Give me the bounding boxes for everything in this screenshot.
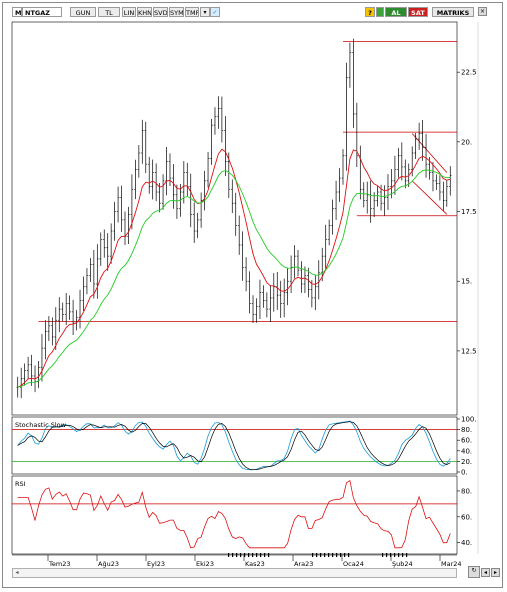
scroll-left-icon[interactable]: ◂ xyxy=(15,569,19,576)
rsi-axis-label: 40. xyxy=(461,539,472,547)
price-axis-label: 17.5 xyxy=(461,208,477,216)
horizontal-scrollbar[interactable]: ◂ xyxy=(12,568,457,578)
price-axis-label: 20. xyxy=(461,138,472,146)
stochastic-axis-label: 0. xyxy=(461,469,468,477)
scroll-prev-icon[interactable]: ◂ xyxy=(481,568,490,577)
rsi-line xyxy=(17,479,451,549)
stochastic-panel[interactable] xyxy=(11,416,458,475)
symbol-field[interactable]: NTGAZ xyxy=(22,7,62,17)
time-axis-label: Tem23 xyxy=(48,560,70,568)
time-axis-label: Oca24 xyxy=(343,560,364,568)
brand-logo: MATRIKS xyxy=(432,7,474,17)
moving-average-red xyxy=(17,148,451,388)
time-axis-label: Mar24 xyxy=(441,560,462,568)
rsi-axis-label: 60. xyxy=(461,513,472,521)
chart-toolbar: M NTGAZ GUN TL LIN KHN SVD SYM TMP ▾ ✓ ?… xyxy=(12,7,482,18)
khn-button[interactable]: KHN xyxy=(137,7,152,17)
price-axis-label: 22.5 xyxy=(461,69,477,77)
time-axis-label: Şub24 xyxy=(392,560,413,568)
lin-button[interactable]: LIN xyxy=(122,7,136,17)
time-axis-label: Kas23 xyxy=(245,560,265,568)
moving-average-green xyxy=(17,169,451,388)
green-indicator-icon xyxy=(376,7,384,17)
time-axis-label: Eki23 xyxy=(196,560,214,568)
dropdown-icon[interactable]: ▾ xyxy=(200,7,210,17)
tmp-button[interactable]: TMP xyxy=(185,7,199,17)
sell-button[interactable]: SAT xyxy=(408,7,428,17)
rsi-axis-label: 80. xyxy=(461,487,472,495)
buy-button[interactable]: AL xyxy=(385,7,407,17)
help-button[interactable]: ? xyxy=(365,7,375,17)
stochastic-axis-label: 100. xyxy=(461,416,477,424)
trend-line xyxy=(411,133,448,173)
time-axis-label: Ağu23 xyxy=(98,560,119,568)
sym-button[interactable]: SYM xyxy=(169,7,184,17)
scroll-next-icon[interactable]: ▸ xyxy=(491,568,500,577)
currency-button[interactable]: TL xyxy=(98,7,120,17)
stochastic-axis-label: 80. xyxy=(461,426,472,434)
stochastic-k-line xyxy=(17,420,451,471)
stochastic-d-line xyxy=(17,421,451,471)
price-axis-label: 15. xyxy=(461,278,472,286)
time-axis-label: Eyl23 xyxy=(147,560,165,568)
stochastic-title: Stochastic Slow xyxy=(15,421,67,429)
price-panel[interactable] xyxy=(11,21,458,416)
price-axis-label: 12.5 xyxy=(461,347,477,355)
svd-button[interactable]: SVD xyxy=(153,7,168,17)
close-icon[interactable]: × xyxy=(478,7,487,16)
stochastic-axis-label: 40. xyxy=(461,447,472,455)
stochastic-axis-label: 20. xyxy=(461,458,472,466)
refresh-icon[interactable]: ↻ xyxy=(468,566,480,578)
time-axis-label: Ara23 xyxy=(294,560,313,568)
bird-icon[interactable]: ✓ xyxy=(210,7,220,17)
trend-line xyxy=(411,180,448,215)
rsi-title: RSI xyxy=(15,480,26,488)
period-button[interactable]: GUN xyxy=(70,7,96,17)
menu-button[interactable]: M xyxy=(12,7,22,17)
rsi-panel[interactable] xyxy=(11,475,458,555)
stochastic-axis-label: 60. xyxy=(461,437,472,445)
